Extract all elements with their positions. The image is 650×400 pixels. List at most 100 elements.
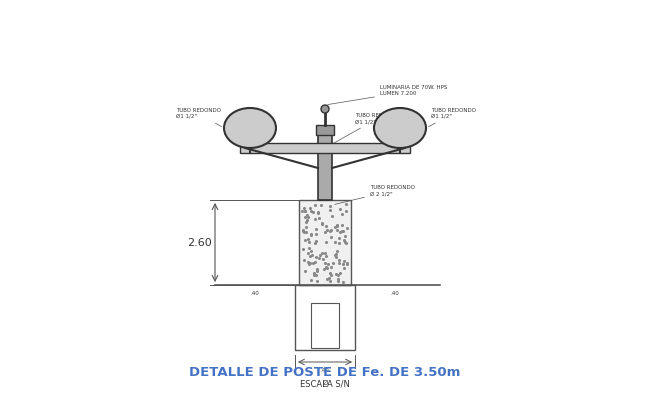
Text: TUBO REDONDO
Ø1 1/2": TUBO REDONDO Ø1 1/2": [328, 113, 400, 147]
Point: [325, 207, 335, 214]
Point: [332, 227, 342, 234]
Point: [326, 226, 337, 233]
Point: [332, 272, 343, 278]
Point: [302, 217, 313, 224]
Point: [334, 240, 345, 246]
Point: [306, 277, 316, 283]
Point: [302, 250, 313, 256]
Point: [312, 268, 322, 274]
Point: [306, 253, 316, 260]
Point: [313, 210, 324, 216]
Point: [335, 269, 346, 276]
Point: [310, 202, 320, 208]
Point: [311, 231, 322, 237]
Point: [337, 278, 348, 285]
Point: [324, 270, 335, 276]
Point: [324, 228, 335, 234]
Text: Ø: Ø: [322, 380, 328, 386]
Point: [306, 232, 316, 238]
Point: [330, 271, 341, 277]
Point: [309, 270, 320, 276]
Point: [305, 260, 315, 266]
Point: [311, 254, 322, 260]
Point: [333, 276, 343, 282]
Point: [337, 222, 347, 228]
Bar: [299, 200, 351, 285]
Point: [334, 260, 345, 266]
Point: [330, 252, 340, 258]
Point: [338, 261, 348, 267]
Text: .40: .40: [391, 291, 399, 296]
Point: [310, 216, 320, 222]
Point: [300, 208, 311, 214]
Point: [320, 239, 331, 246]
Text: ESCALA S/N: ESCALA S/N: [300, 380, 350, 388]
Point: [300, 267, 310, 274]
Point: [305, 204, 315, 211]
Point: [322, 265, 332, 271]
Point: [328, 260, 339, 266]
Point: [324, 278, 335, 285]
Point: [341, 208, 351, 214]
Text: TUBO REDONDO
Ø1 1/2": TUBO REDONDO Ø1 1/2": [176, 108, 222, 127]
Point: [333, 235, 344, 241]
Point: [316, 202, 326, 208]
Point: [312, 278, 322, 284]
Point: [315, 252, 325, 258]
Point: [304, 261, 315, 267]
Point: [302, 236, 313, 242]
Text: TUBO REDONDO
Ø1 1/2": TUBO REDONDO Ø1 1/2": [428, 108, 476, 127]
Point: [304, 214, 314, 221]
Bar: [316, 125, 334, 135]
Point: [333, 257, 344, 263]
Point: [306, 248, 316, 255]
Point: [341, 261, 352, 268]
Text: DETALLE DE POSTE DE Fe. DE 3.50m: DETALLE DE POSTE DE Fe. DE 3.50m: [189, 366, 461, 378]
Point: [339, 265, 350, 272]
Point: [321, 253, 332, 260]
Point: [308, 260, 318, 266]
Point: [321, 223, 332, 230]
Point: [311, 238, 321, 244]
Point: [304, 245, 315, 252]
Point: [311, 271, 322, 278]
Point: [320, 264, 331, 270]
Ellipse shape: [321, 105, 329, 113]
Point: [342, 260, 352, 266]
Point: [318, 266, 329, 272]
Point: [338, 228, 348, 234]
Point: [337, 211, 347, 217]
Bar: [240, 143, 410, 153]
Point: [306, 231, 317, 237]
Text: .40: .40: [320, 368, 330, 373]
Point: [325, 203, 335, 209]
Bar: [311, 303, 339, 348]
Point: [332, 248, 342, 254]
Ellipse shape: [224, 108, 276, 148]
Point: [330, 238, 340, 245]
Point: [328, 213, 338, 219]
Point: [306, 208, 317, 214]
Point: [309, 272, 319, 278]
Point: [324, 275, 335, 281]
Point: [317, 221, 328, 228]
Point: [330, 224, 340, 230]
Point: [304, 239, 315, 246]
Point: [339, 236, 349, 243]
Bar: [318, 135, 332, 200]
Point: [339, 233, 350, 240]
Point: [337, 228, 347, 234]
Point: [314, 255, 324, 262]
Point: [297, 208, 307, 214]
Point: [332, 222, 343, 228]
Point: [299, 205, 309, 211]
Point: [302, 212, 312, 218]
Point: [341, 201, 352, 207]
Text: .40: .40: [251, 291, 259, 296]
Point: [298, 229, 309, 235]
Text: TUBO REDONDO
Ø 2 1/2": TUBO REDONDO Ø 2 1/2": [335, 185, 415, 204]
Point: [322, 227, 332, 233]
Point: [311, 226, 321, 232]
Point: [341, 240, 351, 246]
Point: [303, 259, 313, 265]
